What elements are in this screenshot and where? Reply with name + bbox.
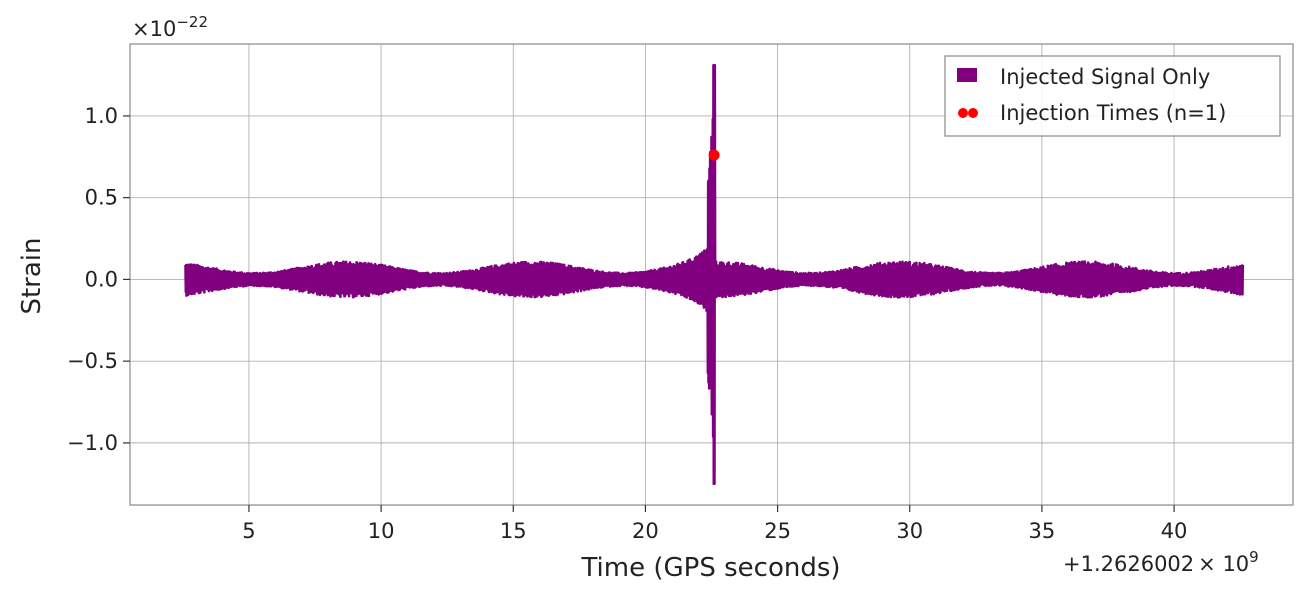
- y-scale-exponent: −22: [176, 13, 208, 31]
- x-tick-label: 15: [500, 519, 527, 543]
- series-injected-signal-line: [184, 63, 1245, 486]
- y-scale-base: ×10: [132, 17, 176, 41]
- x-axis: 5 10 15 20 25 30 35 40: [242, 505, 1187, 543]
- legend-box: [944, 55, 1281, 137]
- x-offset-text: +1.2626002 × 109: [1063, 548, 1259, 576]
- x-offset-value: +1.2626002: [1063, 552, 1194, 576]
- y-tick-label: −0.5: [67, 349, 118, 373]
- y-tick-label: 0.5: [85, 186, 118, 210]
- y-axis: −1.0 −0.5 0.0 0.5 1.0: [67, 104, 130, 455]
- x-tick-label: 40: [1161, 519, 1188, 543]
- x-offset-multiplier: × 10: [1198, 552, 1249, 576]
- legend: Injected Signal Only Injection Times (n=…: [944, 55, 1281, 137]
- legend-swatch-injected-signal: [957, 68, 977, 82]
- y-tick-label: 0.0: [85, 267, 118, 291]
- legend-marker-injection-times: [968, 108, 978, 118]
- plot-area: [184, 63, 1245, 486]
- x-tick-label: 20: [632, 519, 659, 543]
- legend-marker-injection-times: [958, 108, 968, 118]
- y-axis-label: Strain: [17, 237, 47, 314]
- y-tick-label: 1.0: [85, 104, 118, 128]
- y-tick-label: −1.0: [67, 431, 118, 455]
- x-tick-label: 5: [242, 519, 255, 543]
- x-offset-exponent: 9: [1249, 548, 1259, 566]
- y-scale-text: ×10−22: [132, 13, 208, 41]
- x-tick-label: 30: [896, 519, 923, 543]
- legend-label-injected-signal: Injected Signal Only: [1000, 65, 1210, 89]
- legend-label-injection-times: Injection Times (n=1): [1000, 101, 1226, 125]
- x-tick-label: 35: [1029, 519, 1056, 543]
- x-tick-label: 25: [764, 519, 791, 543]
- x-tick-label: 10: [368, 519, 395, 543]
- plot-frame: [129, 43, 1294, 506]
- x-axis-label: Time (GPS seconds): [580, 553, 840, 583]
- injection-time-point: [708, 149, 720, 161]
